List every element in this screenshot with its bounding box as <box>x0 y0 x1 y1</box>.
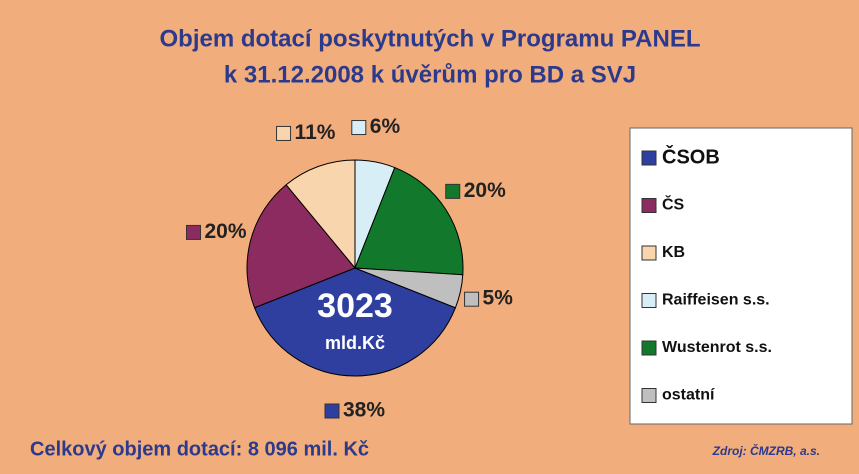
legend-label: Wustenrot s.s. <box>662 339 772 356</box>
data-label: 5% <box>483 287 514 310</box>
label-swatch <box>351 120 367 136</box>
chart-subtitle: k 31.12.2008 k úvěrům pro BD a SVJ <box>224 61 636 88</box>
pie-slice <box>354 267 464 309</box>
label-swatch <box>445 183 461 199</box>
legend-swatch <box>641 150 657 166</box>
legend-swatch <box>641 293 657 308</box>
legend-label: Raiffeisen s.s. <box>662 292 770 309</box>
pie-slice <box>285 159 356 270</box>
legend-swatch <box>641 340 657 356</box>
legend-swatch <box>641 198 657 213</box>
data-label: 38% <box>343 399 385 422</box>
legend-swatch <box>641 245 657 261</box>
pie-slice <box>253 267 457 377</box>
label-swatch <box>464 291 480 307</box>
chart-title: Objem dotací poskytnutých v Programu PAN… <box>160 25 701 52</box>
legend-box <box>629 127 853 425</box>
data-label: 20% <box>464 179 506 202</box>
label-swatch <box>185 224 201 240</box>
legend-label: ČS <box>662 195 685 214</box>
label-swatch <box>324 403 340 419</box>
label-swatch <box>276 125 292 141</box>
legend-label: ČSOB <box>662 144 720 168</box>
data-label: 6% <box>370 115 401 138</box>
legend-label: ostatní <box>662 387 715 404</box>
pie-slice <box>246 184 356 309</box>
legend-label: KB <box>662 244 685 261</box>
source: Zdroj: ČMZRB, a.s. <box>712 443 820 458</box>
data-label: 20% <box>204 220 246 243</box>
footer: Celkový objem dotací: 8 096 mil. Kč <box>30 438 369 460</box>
pie-slice <box>354 166 464 276</box>
legend-swatch <box>641 388 657 403</box>
center-value: 3023 <box>317 287 393 325</box>
data-label: 11% <box>295 121 336 144</box>
center-unit: mld.Kč <box>325 333 385 353</box>
